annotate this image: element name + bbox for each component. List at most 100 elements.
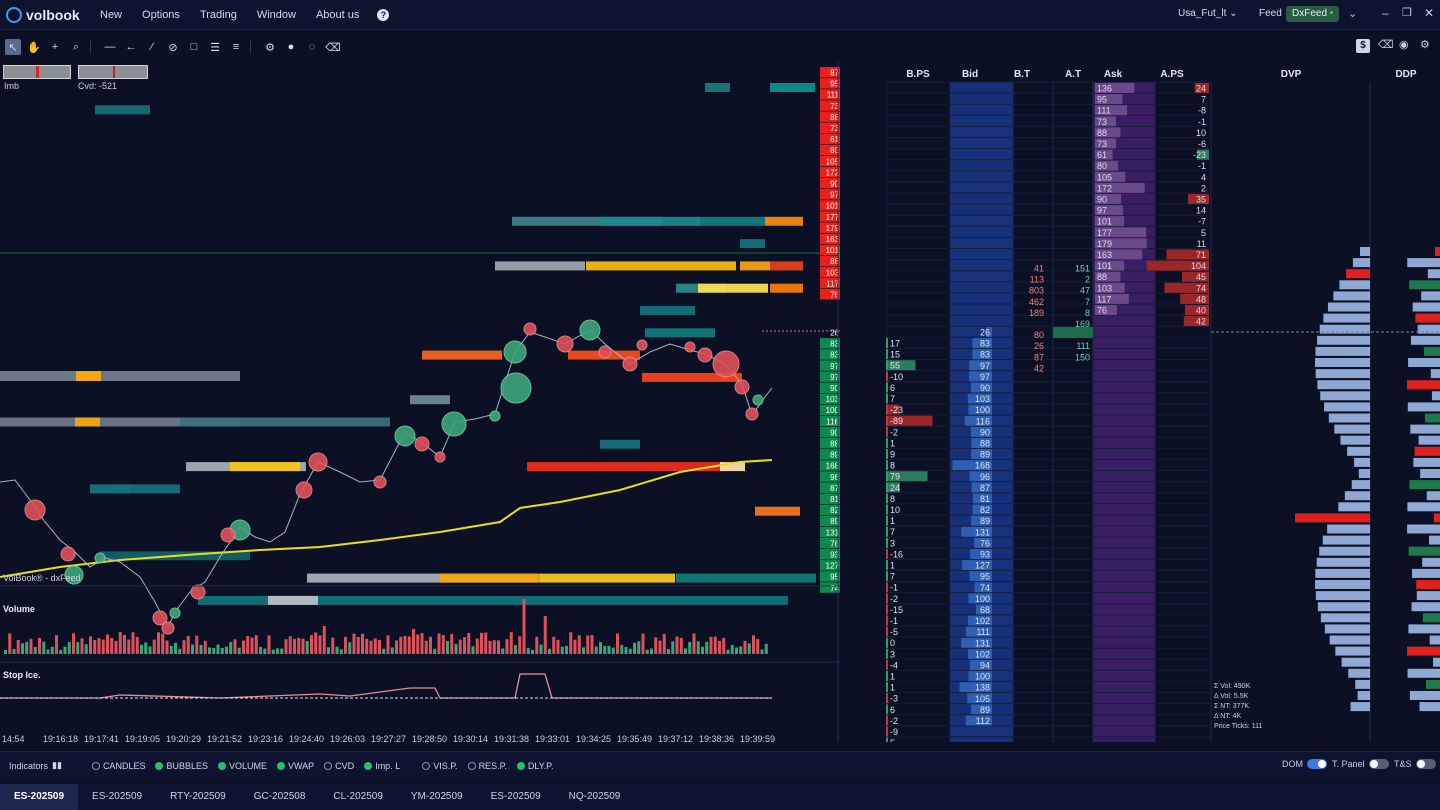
tab-ym-202509[interactable]: YM-202509	[410, 791, 463, 802]
dom-ladder[interactable]: B.PS Bid B.T A.T Ask A.PS DVP DDP 136 95 111 73 88 73…	[886, 62, 1440, 742]
eraser-icon[interactable]: ⌫	[1378, 39, 1394, 51]
bid-trade-value: 80	[1034, 330, 1044, 340]
liquidity-heat-segment	[720, 462, 745, 472]
ask-ladder-cell	[820, 189, 840, 200]
drop-icon[interactable]: ●	[287, 41, 295, 53]
symbol-selector[interactable]: Usa_Fut_lt ⌄	[1178, 8, 1238, 19]
tab-es-202509[interactable]: ES-202509	[490, 791, 541, 802]
ask-ladder-cell	[820, 133, 840, 145]
indicators-button[interactable]: Indicators ▮▮	[9, 760, 62, 771]
crosshair-icon[interactable]: +	[51, 41, 59, 53]
list-icon[interactable]: ≡	[232, 41, 240, 53]
menu-trading[interactable]: Trading	[199, 8, 237, 21]
indicator-toggle-bubbles[interactable]: BUBBLES	[155, 761, 208, 771]
menu-window[interactable]: Window	[256, 8, 296, 21]
dollar-icon[interactable]: $	[1356, 39, 1370, 53]
bid-size-bar	[971, 704, 992, 715]
lines-icon[interactable]: ☰	[210, 41, 220, 54]
toggle-switch[interactable]	[1307, 759, 1327, 769]
chart-pane[interactable]: 6432,756432,256431,756431,256430,756430,…	[0, 62, 840, 742]
ask-ladder-value: 101	[826, 246, 840, 255]
menu-about[interactable]: About us	[315, 8, 360, 21]
ts-toggle[interactable]: T&S	[1394, 759, 1436, 769]
ask-size-value: 61	[1097, 150, 1107, 160]
radio-icon[interactable]	[422, 761, 431, 770]
aps-value: 7	[1201, 95, 1206, 105]
tab-rty-202509[interactable]: RTY-202509	[170, 791, 226, 802]
tab-cl-202509[interactable]: CL-202509	[333, 791, 383, 802]
dom-toggle[interactable]: DOM	[1282, 759, 1327, 769]
ask-size-value: 177	[1097, 228, 1112, 238]
volume-bar	[492, 640, 496, 654]
indicator-toggle-candles[interactable]: CANDLES	[91, 761, 145, 771]
gear-icon[interactable]: ⚙	[1420, 39, 1430, 51]
indicator-toggle-volume[interactable]: VOLUME	[217, 761, 267, 771]
dvp-bar	[1335, 646, 1370, 656]
tab-es-202509[interactable]: ES-202509	[0, 784, 79, 810]
bid-size-value: 90	[980, 383, 990, 393]
indicator-toggle-dlyp[interactable]: DLY.P.	[516, 761, 553, 771]
maximize-icon[interactable]: ❐	[1402, 7, 1412, 19]
tab-nq-202509[interactable]: NQ-202509	[568, 791, 621, 802]
ruler-icon[interactable]: ⊘	[168, 41, 178, 54]
rectangle-icon[interactable]: □	[190, 41, 198, 53]
record-icon[interactable]: ◉	[1399, 39, 1409, 51]
pointer-icon[interactable]: ↖	[5, 39, 21, 55]
ddp-bar	[1414, 446, 1440, 456]
toggle-switch[interactable]	[1368, 759, 1389, 769]
close-icon[interactable]: ✕	[1424, 6, 1435, 20]
stat-line: Σ Vol: 490K	[1214, 683, 1251, 690]
menu-options[interactable]: Options	[142, 8, 180, 21]
volume-bar	[318, 635, 322, 654]
volume-bar	[501, 648, 505, 654]
radio-icon[interactable]	[364, 761, 373, 770]
ask-size-bar	[1095, 282, 1125, 293]
help-icon[interactable]: ?	[377, 8, 390, 21]
comment-icon[interactable]: ◌	[308, 41, 316, 53]
indicator-toggle-cvd[interactable]: CVD	[324, 761, 354, 771]
time-axis-label: 14:54	[2, 734, 25, 742]
bid-size-value: 131	[975, 527, 990, 537]
price-chart[interactable]: 6432,756432,256431,756431,256430,756430,…	[0, 62, 840, 742]
tab-es-202509[interactable]: ES-202509	[92, 791, 143, 802]
tab-gc-202508[interactable]: GC-202508	[253, 791, 306, 802]
indicator-toggle-vwap[interactable]: VWAP	[277, 761, 314, 771]
liquidity-heat-segment	[495, 261, 585, 271]
eraser-icon[interactable]: ⌫	[325, 41, 341, 54]
ddp-bar	[1429, 635, 1440, 645]
t-panel-toggle[interactable]: T. Panel	[1332, 759, 1389, 769]
zoom-icon[interactable]: ⌕	[72, 40, 80, 53]
volume-bar	[471, 646, 475, 654]
chevron-down-icon[interactable]: ⌄	[1348, 8, 1358, 20]
radio-icon[interactable]	[217, 761, 226, 770]
indicator-toggle-impl[interactable]: Imp. L	[364, 761, 400, 771]
bid-size-bar	[972, 493, 992, 504]
aps-value: 71	[1196, 250, 1206, 260]
indicator-toggle-visp[interactable]: VIS.P.	[422, 761, 458, 771]
radio-icon[interactable]	[324, 761, 333, 770]
hand-icon[interactable]: ✋	[27, 41, 41, 54]
dom-grid[interactable]: B.PS Bid B.T A.T Ask A.PS DVP DDP13695111738873…	[886, 62, 1440, 742]
trendline-icon[interactable]: ⁄	[151, 41, 153, 53]
feed-selector[interactable]: DxFeed •	[1286, 6, 1340, 22]
ddp-bar	[1426, 491, 1440, 501]
indicator-toggle-resp[interactable]: RES.P.	[467, 761, 507, 771]
menu-new[interactable]: New	[100, 8, 123, 21]
ask-ladder-value: 61	[830, 135, 839, 144]
radio-icon[interactable]	[467, 761, 476, 770]
dvp-bar	[1320, 391, 1370, 401]
ask-ladder-value: 177	[826, 213, 840, 222]
minimize-icon[interactable]: –	[1382, 6, 1389, 20]
radio-icon[interactable]	[91, 761, 100, 770]
radio-icon[interactable]	[155, 761, 164, 770]
bid-size-value: 102	[975, 616, 990, 626]
toggle-switch[interactable]	[1415, 759, 1436, 769]
radio-icon[interactable]	[516, 761, 525, 770]
ask-ladder-value: 88	[830, 113, 839, 122]
radio-icon[interactable]	[277, 761, 285, 770]
bid-ladder-cell	[820, 526, 840, 538]
ray-icon[interactable]: ←	[125, 41, 137, 53]
hline-icon[interactable]: —	[104, 41, 116, 53]
bid-size-bar	[985, 327, 992, 337]
settings-icon[interactable]: ⚙	[265, 41, 275, 54]
